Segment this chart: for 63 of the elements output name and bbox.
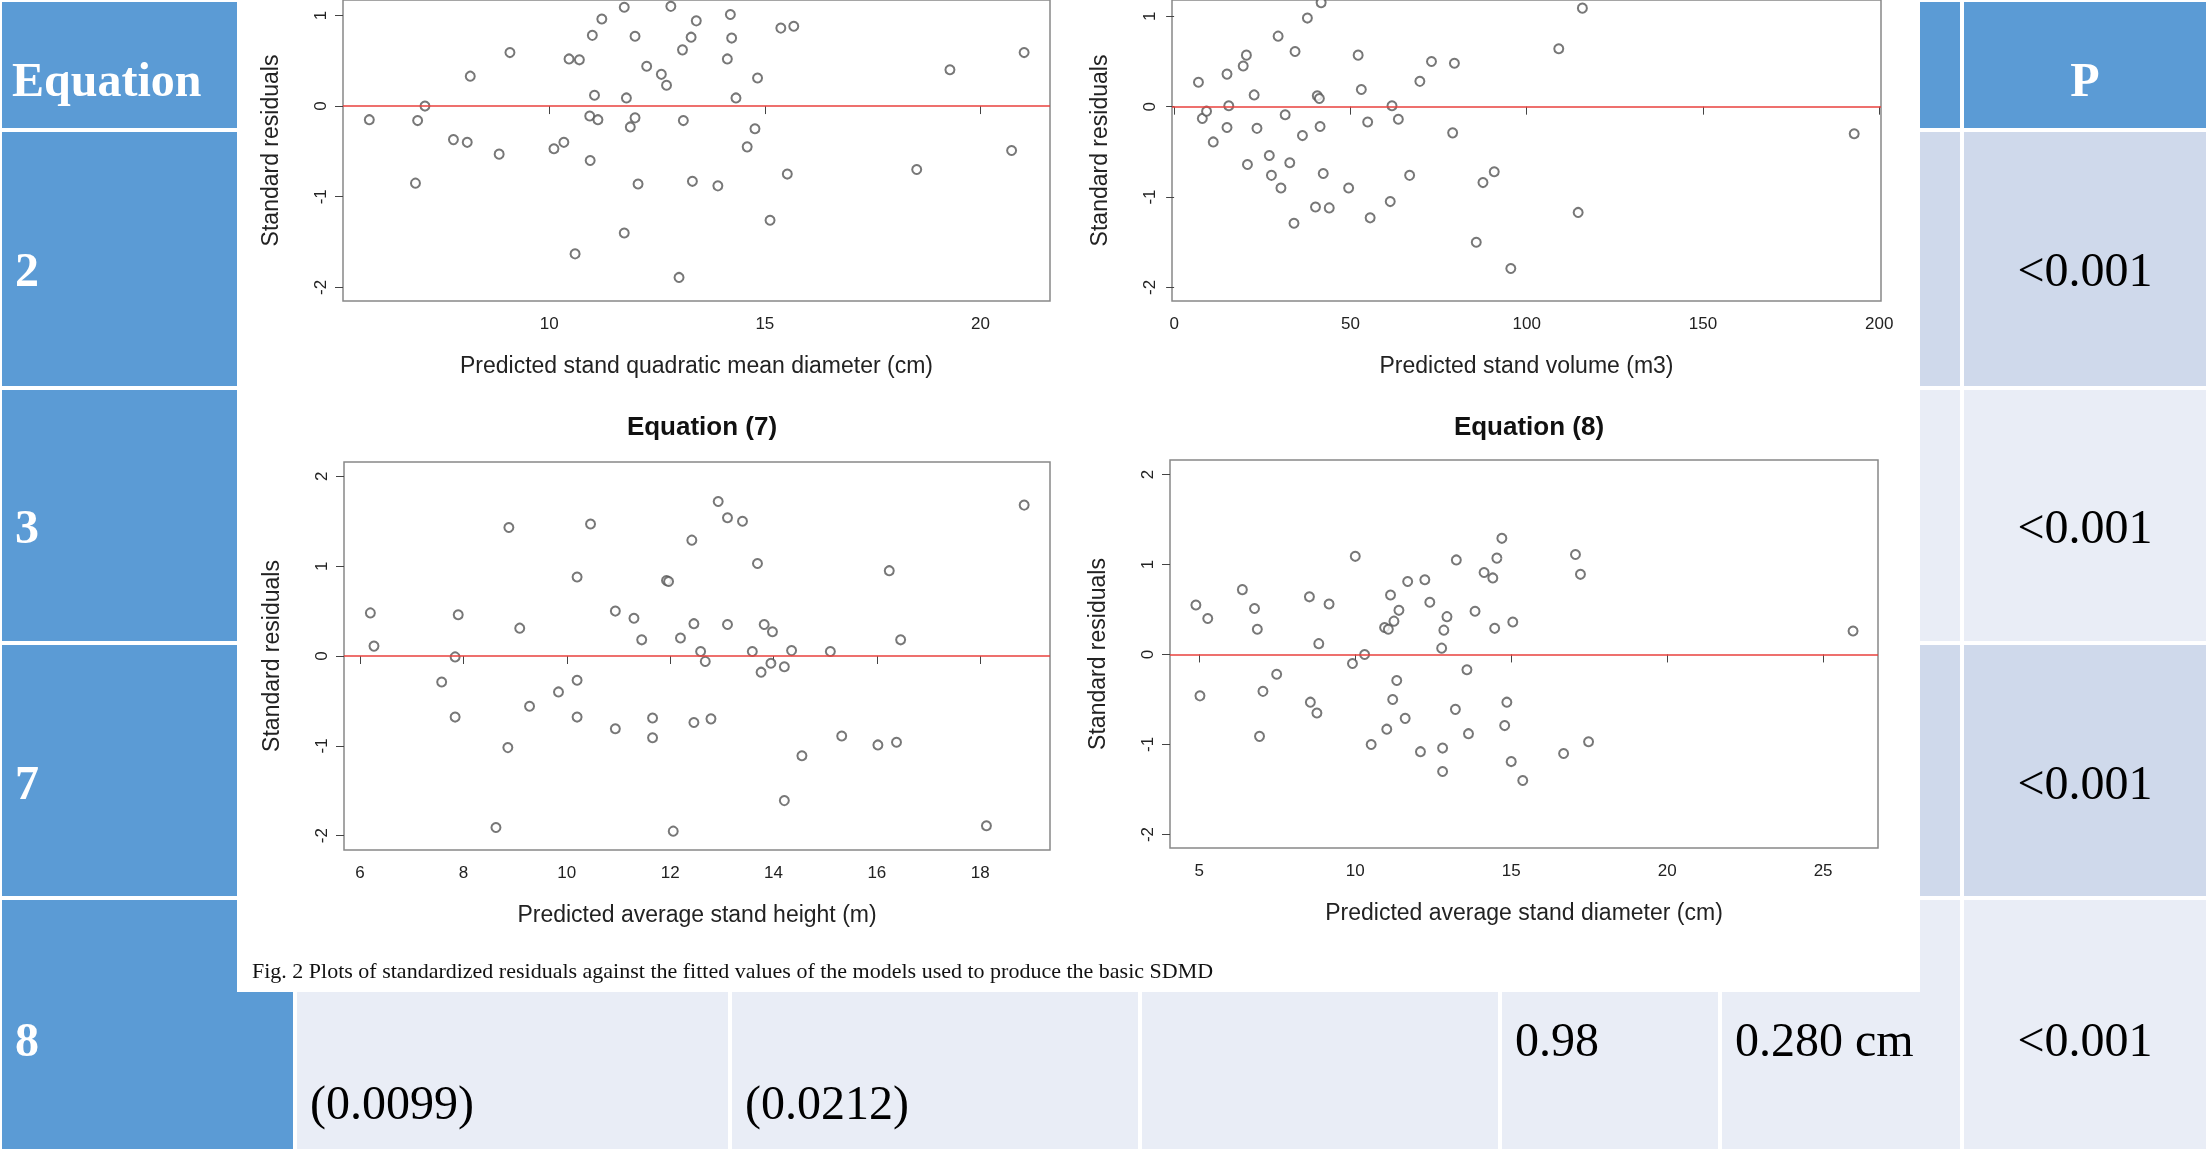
x-tick-label: 50 <box>1340 314 1360 333</box>
x-tick-label: 150 <box>1688 314 1718 333</box>
chart-title: Equation (8) <box>1453 411 1605 441</box>
y-tick-label: -1 <box>312 738 331 754</box>
y-axis-title: Standard residuals <box>1083 558 1110 750</box>
y-tick-label: 0 <box>1140 101 1159 112</box>
x-tick-label: 100 <box>1512 314 1541 333</box>
x-axis-title: Predicted stand volume (m3) <box>1379 351 1674 378</box>
text: 2 <box>15 242 39 298</box>
text: <0.001 <box>2017 242 2153 298</box>
chart-title: Equation (7) <box>626 411 778 441</box>
caption: Fig. 2 Plots of standardized residuals against the fitted values of the models used to produce the basic SDMD <box>252 958 1214 984</box>
x-tick-label: 6 <box>355 863 365 882</box>
x-tick-label: 16 <box>867 863 887 882</box>
y-tick-label: 1 <box>312 561 331 571</box>
x-tick-label: 20 <box>1657 861 1677 880</box>
text: 3 <box>15 499 39 555</box>
x-tick-label: 12 <box>660 863 680 882</box>
x-axis-title: Predicted average stand diameter (cm) <box>1325 898 1723 925</box>
y-tick-label: 0 <box>311 101 330 111</box>
x-tick-label: 10 <box>557 863 577 882</box>
x-tick-label: 0 <box>1169 314 1179 333</box>
x-axis-title: Predicted average stand height (m) <box>517 900 877 927</box>
text: <0.001 <box>2017 755 2153 811</box>
x-tick-label: 5 <box>1194 861 1205 880</box>
y-tick-label: 1 <box>1138 559 1157 570</box>
text: (0.0099) <box>310 1075 474 1132</box>
x-tick-label: 15 <box>1501 861 1521 880</box>
y-tick-label: 1 <box>1140 11 1159 21</box>
y-tick-label: -2 <box>1140 279 1159 295</box>
y-tick-label: 1 <box>311 10 330 21</box>
x-tick-label: 10 <box>1345 861 1365 880</box>
y-axis-title: Standard residuals <box>1085 54 1112 247</box>
x-tick-label: 20 <box>971 314 991 333</box>
y-tick-label: -1 <box>1140 189 1159 205</box>
x-tick-label: 18 <box>970 863 990 882</box>
x-tick-label: 8 <box>458 863 469 882</box>
text: 7 <box>15 755 39 811</box>
y-axis-title: Standard residuals <box>257 560 284 752</box>
y-tick-label: -2 <box>311 279 330 295</box>
y-tick-label: -2 <box>1138 826 1157 843</box>
x-tick-label: 10 <box>539 314 559 333</box>
text: <0.001 <box>2017 1012 2153 1068</box>
y-tick-label: 0 <box>312 651 331 661</box>
text: 8 <box>15 1012 39 1068</box>
y-tick-label: 2 <box>1138 469 1157 480</box>
text: (0.0212) <box>745 1075 909 1132</box>
y-tick-label: 2 <box>312 471 331 482</box>
x-tick-label: 15 <box>755 314 775 333</box>
text: 0.98 <box>1515 1012 1599 1068</box>
x-axis-title: Predicted stand quadratic mean diameter (cm) <box>460 351 933 378</box>
y-tick-label: -2 <box>312 828 331 844</box>
x-tick-label: 14 <box>764 863 783 882</box>
y-tick-label: -1 <box>311 189 330 205</box>
x-tick-label: 25 <box>1813 861 1833 880</box>
text: 0.280 cm <box>1735 1012 1914 1068</box>
y-tick-label: -1 <box>1138 736 1157 753</box>
y-axis-title: Standard residuals <box>256 54 283 247</box>
text: P <box>2070 52 2100 108</box>
text: Equation <box>12 52 202 108</box>
y-tick-label: 0 <box>1138 649 1157 660</box>
text: <0.001 <box>2017 499 2153 555</box>
x-tick-label: 200 <box>1865 314 1894 333</box>
